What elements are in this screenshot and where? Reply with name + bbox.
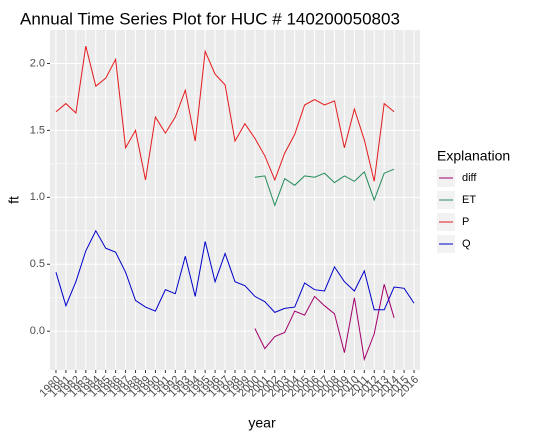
series-line	[254, 284, 395, 362]
chart-title: Annual Time Series Plot for HUC # 140200…	[20, 9, 400, 28]
legend-label: diff	[462, 172, 477, 184]
legend-label: P	[462, 216, 469, 228]
y-tick-label: 1.0	[30, 191, 45, 203]
y-tick-label: 0.5	[30, 258, 45, 270]
series-line	[55, 229, 415, 313]
legend-label: ET	[462, 194, 476, 206]
y-tick-label: 1.5	[30, 124, 45, 136]
series-line	[55, 45, 395, 182]
y-tick-label: 0.0	[30, 325, 45, 337]
legend-label: Q	[462, 238, 471, 250]
series-line	[254, 168, 395, 207]
legend-title: Explanation	[437, 148, 510, 164]
x-axis-label: year	[248, 415, 276, 431]
y-axis-label: ft	[6, 196, 22, 204]
y-tick-label: 2.0	[30, 57, 45, 69]
